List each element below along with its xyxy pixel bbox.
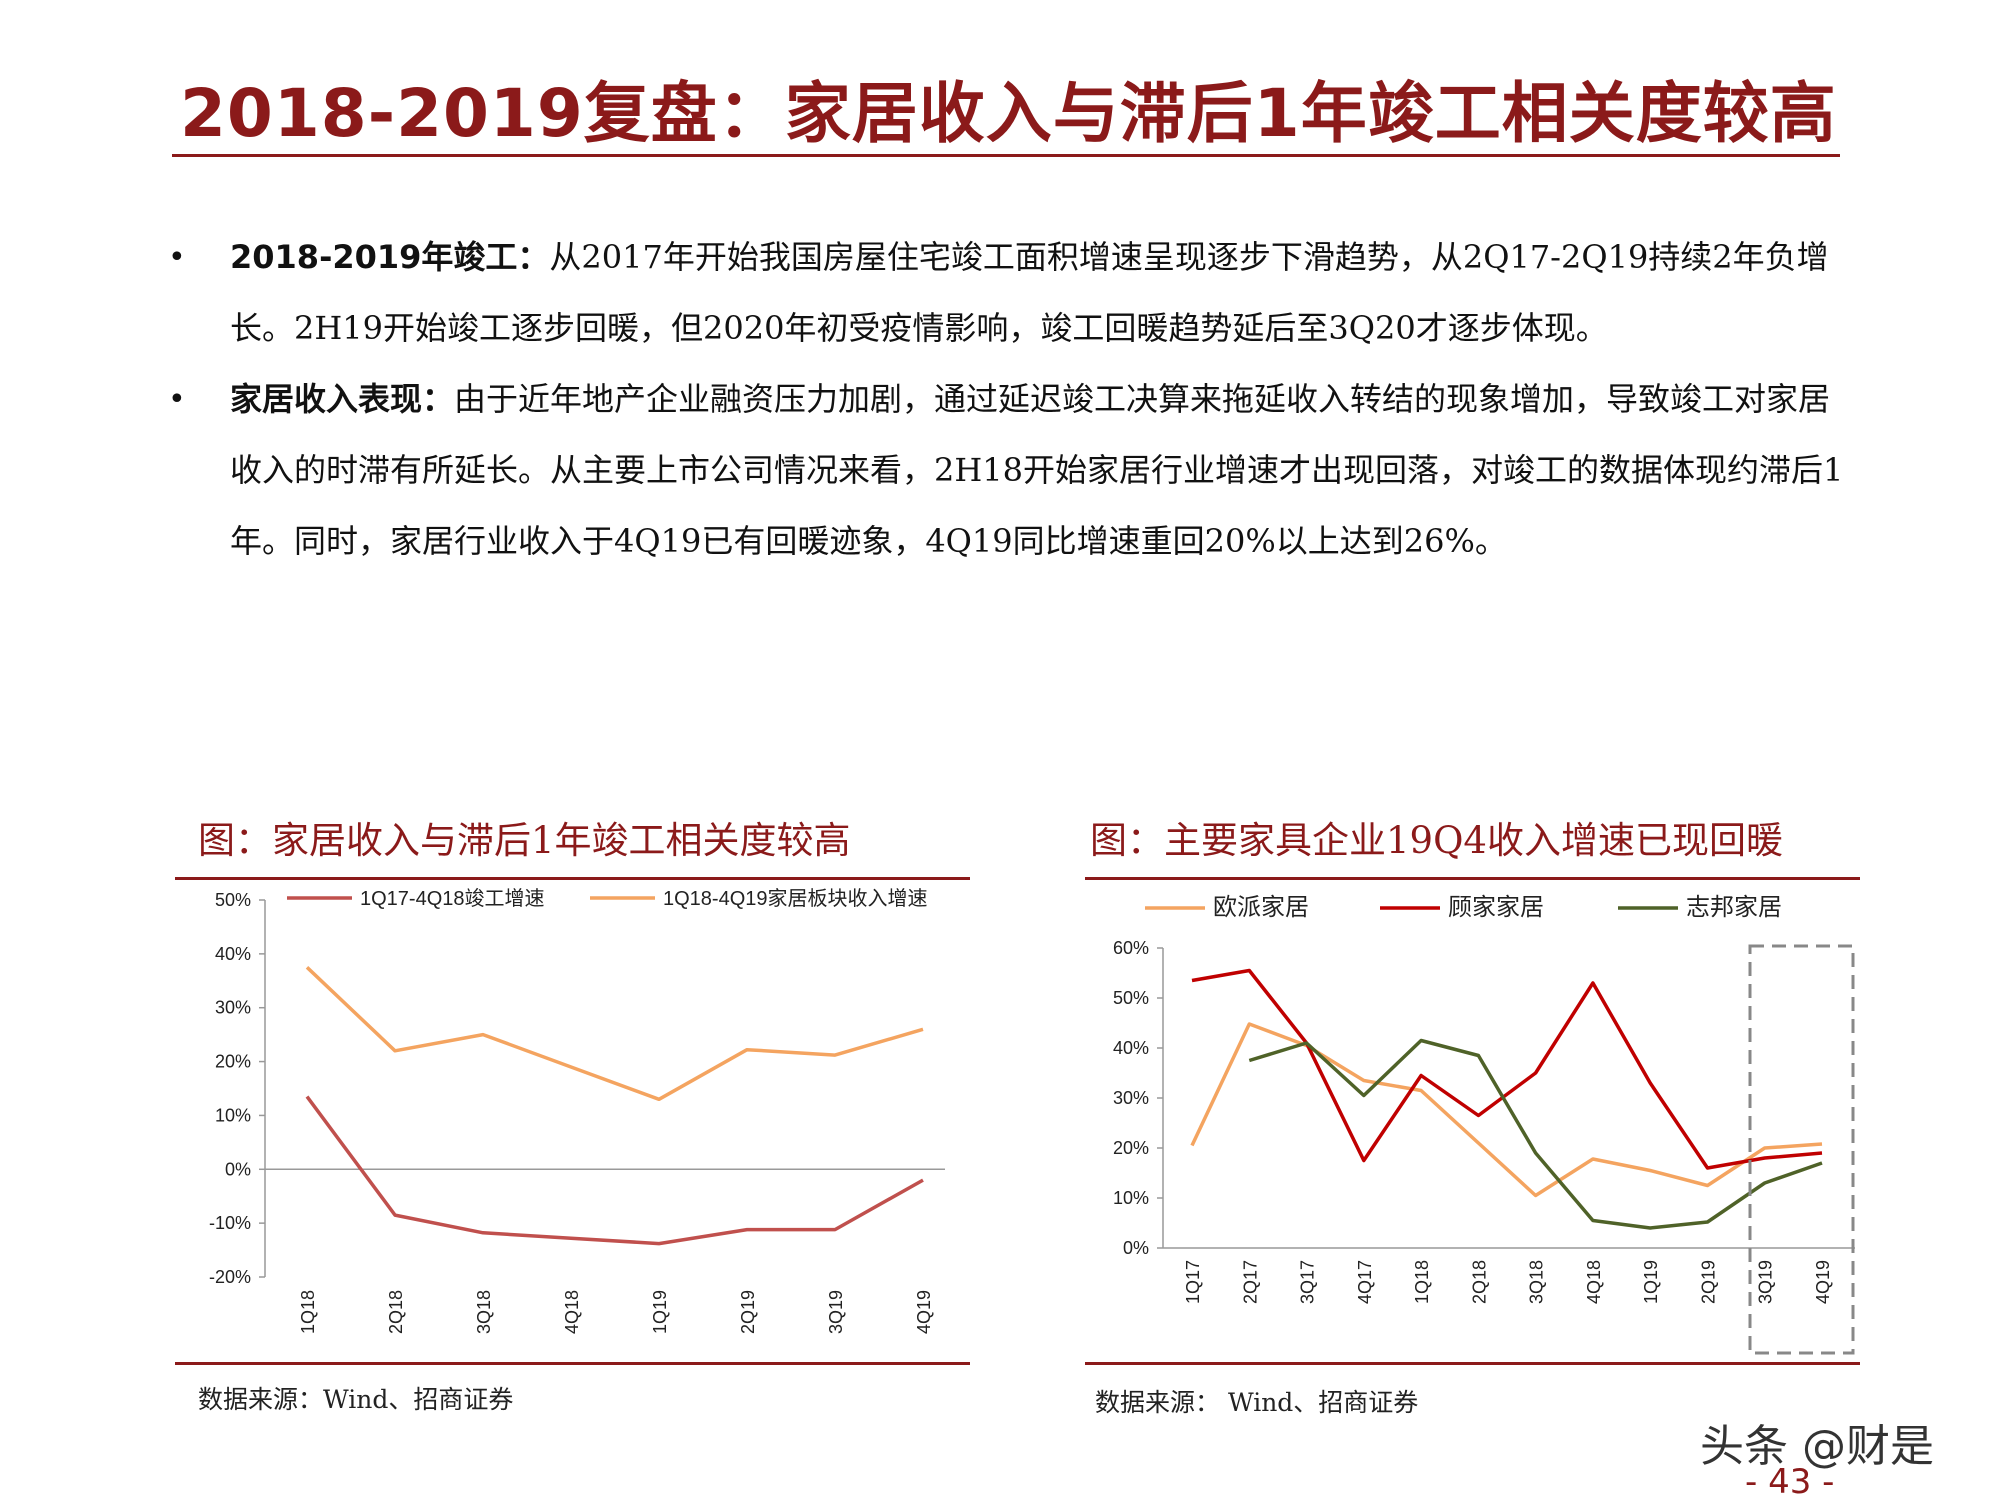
figure1-bottom-rule	[175, 1362, 970, 1365]
highlight-box	[1748, 944, 1855, 1355]
bullet-text: 由于近年地产企业融资压力加剧，通过延迟竣工决算来拖延收入转结的现象增加，导致竣工…	[230, 380, 1844, 560]
y-tick-label: 30%	[215, 998, 251, 1018]
bullet-revenue: • 家居收入表现：由于近年地产企业融资压力加剧，通过延迟竣工决算来拖延收入转结的…	[160, 364, 1860, 577]
bullet-completion: • 2018-2019年竣工：从2017年开始我国房屋住宅竣工面积增速呈现逐步下…	[160, 222, 1860, 364]
x-tick-label: 2Q19	[1698, 1260, 1718, 1304]
legend-label: 1Q18-4Q19家居板块收入增速	[663, 887, 928, 910]
x-tick-label: 3Q17	[1298, 1260, 1318, 1304]
x-tick-label: 3Q18	[474, 1290, 494, 1334]
figure1-source: 数据来源：Wind、招商证券	[198, 1385, 514, 1414]
page-number: - 43 -	[1745, 1462, 1835, 1502]
series-line	[1191, 968, 1823, 1170]
bullet-text: 从2017年开始我国房屋住宅竣工面积增速呈现逐步下滑趋势，从2Q17-2Q19持…	[230, 238, 1829, 347]
series-line	[305, 1095, 924, 1246]
series-line	[1248, 1038, 1823, 1230]
figure2-source: 数据来源： Wind、招商证券	[1095, 1388, 1419, 1417]
watermark: 头条 @财是	[1700, 1421, 1934, 1472]
x-tick-label: 1Q18	[1412, 1260, 1432, 1304]
chart-furniture-companies: 60% 50% 40% 30% 20% 10% 0% 1Q17 2Q17 3Q17 4Q17 1Q18…	[1113, 894, 1855, 1355]
title-divider	[172, 154, 1840, 157]
x-tick-label: 3Q19	[826, 1290, 846, 1334]
figure2-title: 图：主要家具企业19Q4收入增速已现回暖	[1090, 819, 1783, 862]
x-tick-label: 2Q17	[1240, 1260, 1260, 1304]
x-tick-label: 2Q18	[386, 1290, 406, 1334]
legend-label: 欧派家居	[1213, 894, 1309, 921]
x-tick-label: 2Q19	[738, 1290, 758, 1334]
y-tick-label: 20%	[215, 1052, 251, 1072]
y-tick-label: 50%	[1113, 988, 1149, 1008]
x-tick-label: 1Q19	[1641, 1260, 1661, 1304]
x-tick-label: 4Q19	[914, 1290, 934, 1334]
y-tick-label: 40%	[215, 944, 251, 964]
series-line	[1190, 1022, 1823, 1198]
series-line	[305, 966, 924, 1102]
figure2-bottom-rule	[1085, 1362, 1860, 1365]
y-tick-label: 0%	[1123, 1238, 1149, 1258]
bullet-lead: 家居收入表现：	[230, 380, 455, 418]
y-tick-label: -20%	[209, 1267, 251, 1287]
x-tick-label: 2Q18	[1469, 1260, 1489, 1304]
x-tick-label: 3Q18	[1527, 1260, 1547, 1304]
bullet-lead: 2018-2019年竣工：	[230, 238, 550, 276]
x-tick-label: 1Q19	[650, 1290, 670, 1334]
x-tick-label: 4Q17	[1355, 1260, 1375, 1304]
legend-label: 1Q17-4Q18竣工增速	[360, 887, 545, 910]
y-tick-label: 30%	[1113, 1088, 1149, 1108]
y-tick-label: 40%	[1113, 1038, 1149, 1058]
legend-label: 志邦家居	[1686, 894, 1782, 921]
figure1-title: 图：家居收入与滞后1年竣工相关度较高	[198, 819, 851, 862]
chart-completion-vs-revenue: 50% 40% 30% 20% 10% 0% -10% -20% 1Q18 2Q18 3Q18 4Q1…	[209, 887, 945, 1334]
legend-label: 顾家家居	[1448, 894, 1544, 921]
x-tick-label: 4Q19	[1813, 1260, 1833, 1304]
x-tick-label: 3Q19	[1756, 1260, 1776, 1304]
x-tick-label: 4Q18	[562, 1290, 582, 1334]
y-tick-label: 10%	[215, 1105, 251, 1125]
y-tick-label: 50%	[215, 890, 251, 910]
x-tick-label: 1Q18	[298, 1290, 318, 1334]
x-tick-label: 1Q17	[1183, 1260, 1203, 1304]
y-tick-label: 60%	[1113, 938, 1149, 958]
figure2-top-rule	[1085, 877, 1860, 880]
y-tick-label: -10%	[209, 1213, 251, 1233]
y-tick-label: 10%	[1113, 1188, 1149, 1208]
page-title: 2018-2019复盘：家居收入与滞后1年竣工相关度较高	[180, 75, 1837, 152]
figure1-top-rule	[175, 877, 970, 880]
x-tick-label: 4Q18	[1584, 1260, 1604, 1304]
bullet-dot: •	[168, 240, 186, 275]
bullet-dot: •	[168, 382, 186, 417]
y-tick-label: 20%	[1113, 1138, 1149, 1158]
bullet-list: • 2018-2019年竣工：从2017年开始我国房屋住宅竣工面积增速呈现逐步下…	[160, 222, 1860, 577]
y-tick-label: 0%	[225, 1159, 251, 1179]
